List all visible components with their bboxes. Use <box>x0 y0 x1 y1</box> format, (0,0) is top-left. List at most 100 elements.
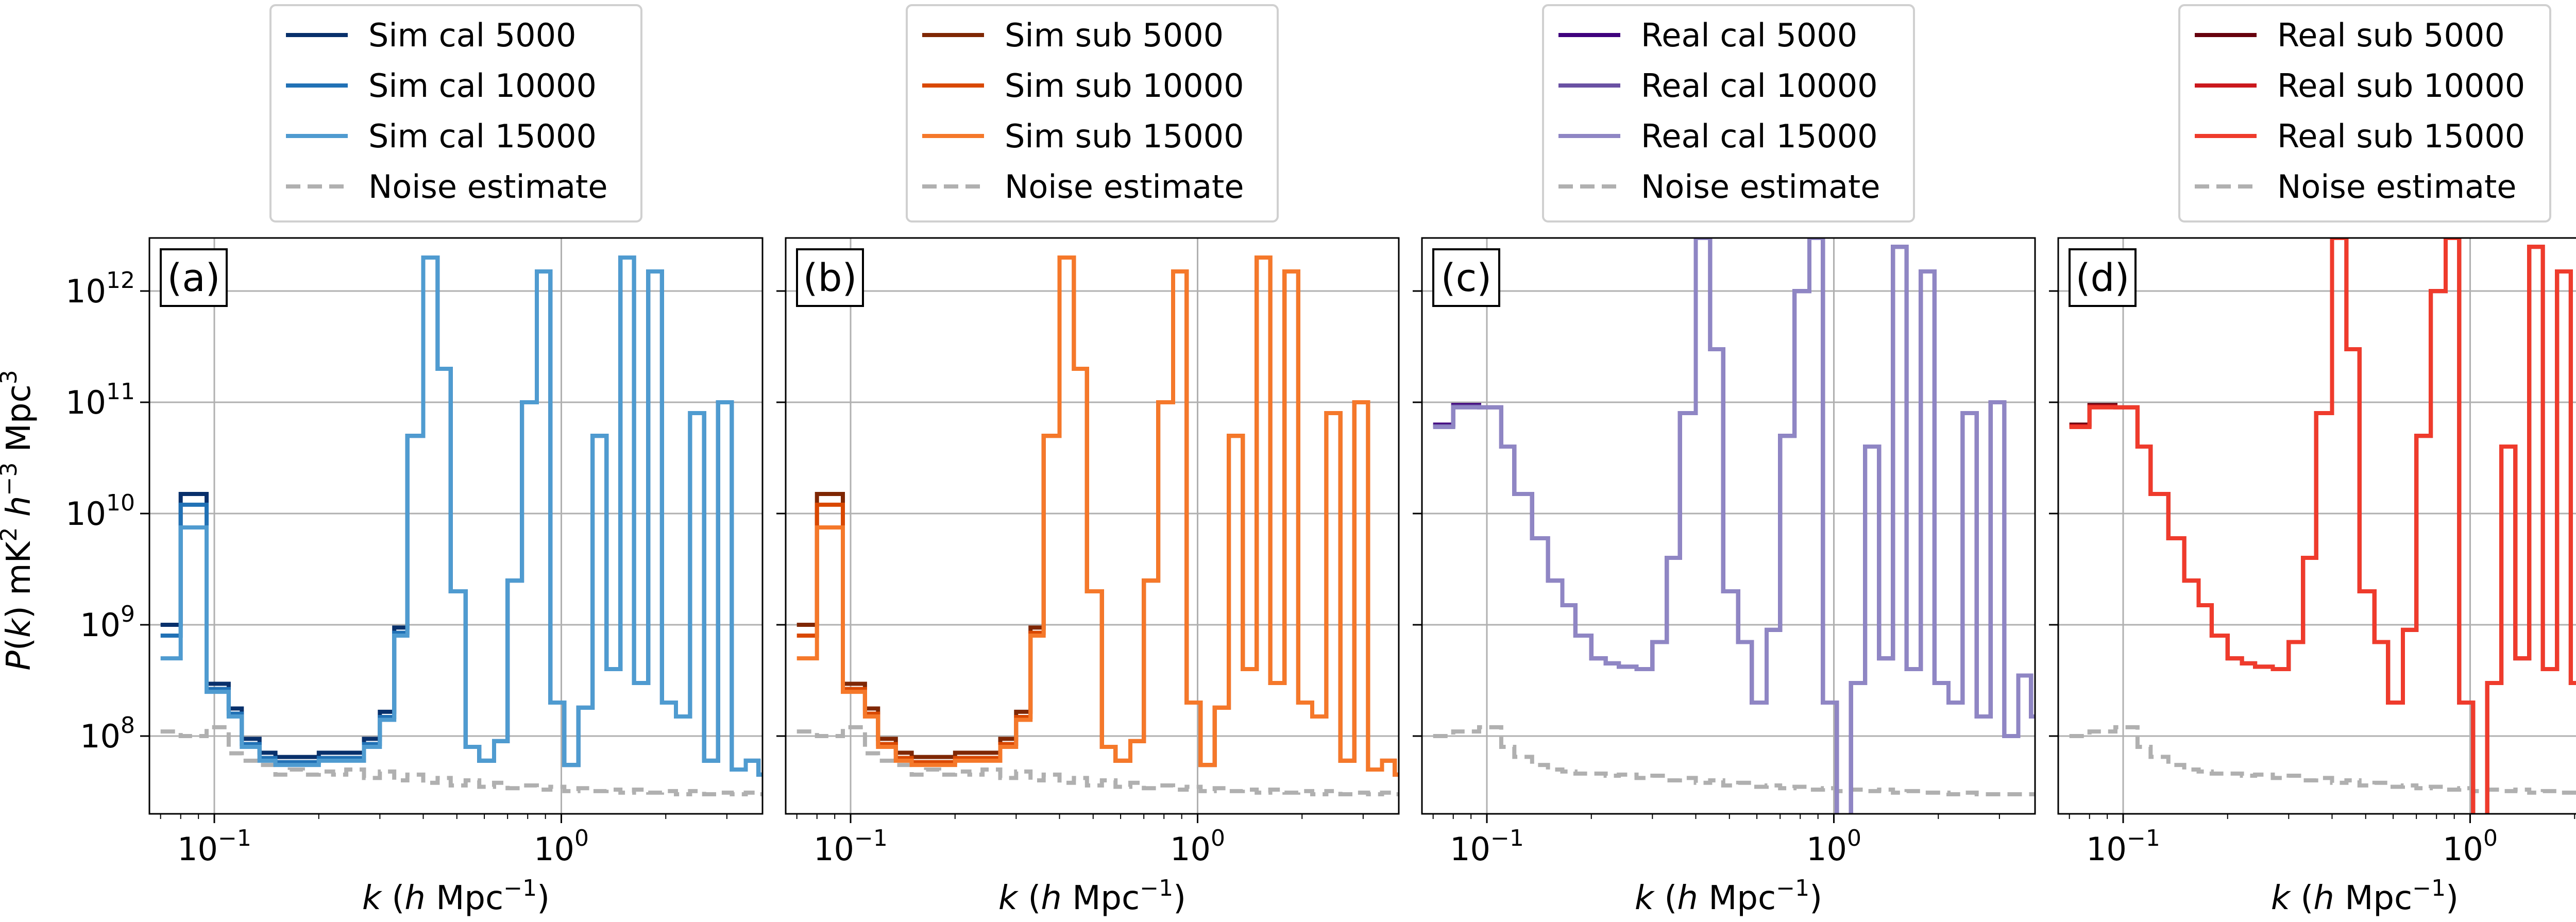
x-axis-label-part: h <box>2313 879 2334 917</box>
legend-label: Sim sub 15000 <box>1005 117 1244 155</box>
y-tick-base: 10 <box>65 384 106 421</box>
panel-tag: (c) <box>1432 248 1500 307</box>
x-axis-label-part: ( <box>1654 879 1677 917</box>
panel-tag: (a) <box>160 248 228 307</box>
x-tick-label: 100 <box>534 825 589 868</box>
x-axis-label-part: k <box>1635 879 1655 917</box>
panel-tag-text: (a) <box>167 256 220 300</box>
y-tick-exp: 8 <box>121 712 135 739</box>
x-axis-label-part: h <box>1041 879 1062 917</box>
x-axis-label-part: ) <box>2446 879 2459 917</box>
x-axis-label-part: ( <box>2290 879 2313 917</box>
series-noise-estimate <box>160 725 762 796</box>
x-axis-label-part: k <box>998 879 1019 917</box>
y-tick-label: 1012 <box>65 267 135 310</box>
x-axis-label-part: ) <box>1809 879 1822 917</box>
x-axis-label-part: −1 <box>503 875 537 901</box>
legend-label: Real sub 10000 <box>2277 67 2525 105</box>
legend: Real cal 5000 Real cal 10000 Real cal 1500… <box>1542 4 1915 223</box>
x-tick-exp: 0 <box>1847 825 1861 851</box>
x-tick-base: 10 <box>814 830 854 868</box>
y-axis-label-mk: ) mK <box>0 540 38 619</box>
y-tick-label: 109 <box>80 601 135 644</box>
series-noise-estimate <box>2069 725 2576 795</box>
x-tick-exp: −1 <box>854 825 888 851</box>
legend-box <box>269 4 642 223</box>
legend: Real sub 5000 Real sub 10000 Real sub 1500… <box>2178 4 2551 223</box>
x-axis-label-part: k <box>2271 879 2292 917</box>
legend-box <box>906 4 1279 223</box>
y-axis-label-k: k <box>0 617 38 638</box>
x-tick-label: 10−1 <box>177 825 251 868</box>
y-tick-exp: 12 <box>106 267 135 294</box>
panel-tag-text: (b) <box>803 256 857 300</box>
y-axis-label-open: ( <box>0 638 38 651</box>
series-real-sub-15000 <box>2069 238 2576 814</box>
x-axis-label-part: h <box>1677 879 1698 917</box>
legend-label: Noise estimate <box>368 168 608 206</box>
legend-label: Real cal 5000 <box>1641 16 1857 54</box>
series-sim-sub-15000 <box>796 255 1399 777</box>
legend-label: Noise estimate <box>1641 168 1880 206</box>
legend-label: Sim cal 5000 <box>368 16 576 54</box>
axes: 10−1 100 <box>776 290 1364 868</box>
x-tick-exp: −1 <box>1490 825 1524 851</box>
x-axis-label-part: Mpc <box>1698 879 1776 917</box>
y-axis-label-sup3: 3 <box>0 370 22 384</box>
x-tick-base: 10 <box>1450 830 1490 868</box>
y-tick-base: 10 <box>80 606 121 644</box>
legend-box <box>1542 4 1915 223</box>
x-tick-label: 10−1 <box>814 825 888 868</box>
y-tick-exp: 11 <box>106 379 135 405</box>
x-axis-label-part: ( <box>381 879 404 917</box>
axes: 10−1 100 <box>1413 290 2000 868</box>
y-tick-base: 10 <box>65 272 106 310</box>
legend-label: Noise estimate <box>2277 168 2517 206</box>
x-axis-label-part: −1 <box>1776 875 1809 901</box>
legend: Sim sub 5000 Sim sub 10000 Sim sub 15000 No… <box>906 4 1279 223</box>
panel-tag: (b) <box>796 248 864 307</box>
x-tick-exp: −1 <box>2127 825 2160 851</box>
panel-tag: (d) <box>2069 248 2137 307</box>
legend-label: Real sub 5000 <box>2277 16 2505 54</box>
x-axis-label-part: k <box>362 879 383 917</box>
plot-frame <box>2057 237 2576 815</box>
x-tick-base: 10 <box>1170 830 1211 868</box>
x-tick-base: 10 <box>177 830 218 868</box>
legend-label: Real sub 15000 <box>2277 117 2525 155</box>
legend-label: Sim cal 10000 <box>368 67 597 105</box>
y-tick-base: 10 <box>80 718 121 755</box>
panel-tag-text: (c) <box>1441 256 1492 300</box>
x-axis-label: k (h Mpc−1) <box>362 875 550 917</box>
x-axis-label: k (h Mpc−1) <box>1635 875 1822 917</box>
y-axis-label: P(k) mK2 h−3 Mpc3 <box>0 370 38 670</box>
panel-tag-box <box>1432 248 1500 307</box>
x-tick-label: 100 <box>2443 825 2498 868</box>
x-axis-label-part: −1 <box>2412 875 2446 901</box>
x-axis-label-part: h <box>404 879 426 917</box>
plot-frame <box>1421 237 2036 815</box>
x-tick-exp: 0 <box>2483 825 2498 851</box>
series-real-cal-15000 <box>1433 238 2035 814</box>
legend: Sim cal 5000 Sim cal 10000 Sim cal 15000 No… <box>269 4 642 223</box>
panel-tag-box <box>160 248 228 307</box>
y-axis-label-p: P <box>0 651 38 671</box>
x-tick-exp: 0 <box>1211 825 1225 851</box>
x-axis-label: k (h Mpc−1) <box>998 875 1186 917</box>
x-tick-base: 10 <box>534 830 574 868</box>
y-tick-exp: 9 <box>121 601 135 627</box>
x-tick-base: 10 <box>1806 830 1847 868</box>
y-tick-label: 1010 <box>65 490 135 533</box>
plot-frame <box>785 237 1400 815</box>
legend-label: Noise estimate <box>1005 168 1244 206</box>
y-axis-label-h: h <box>0 496 38 517</box>
x-tick-exp: −1 <box>218 825 251 851</box>
series-sim-cal-15000 <box>160 255 762 777</box>
x-axis-label-part: Mpc <box>2334 879 2412 917</box>
y-axis-label-mpc: Mpc <box>0 384 38 462</box>
